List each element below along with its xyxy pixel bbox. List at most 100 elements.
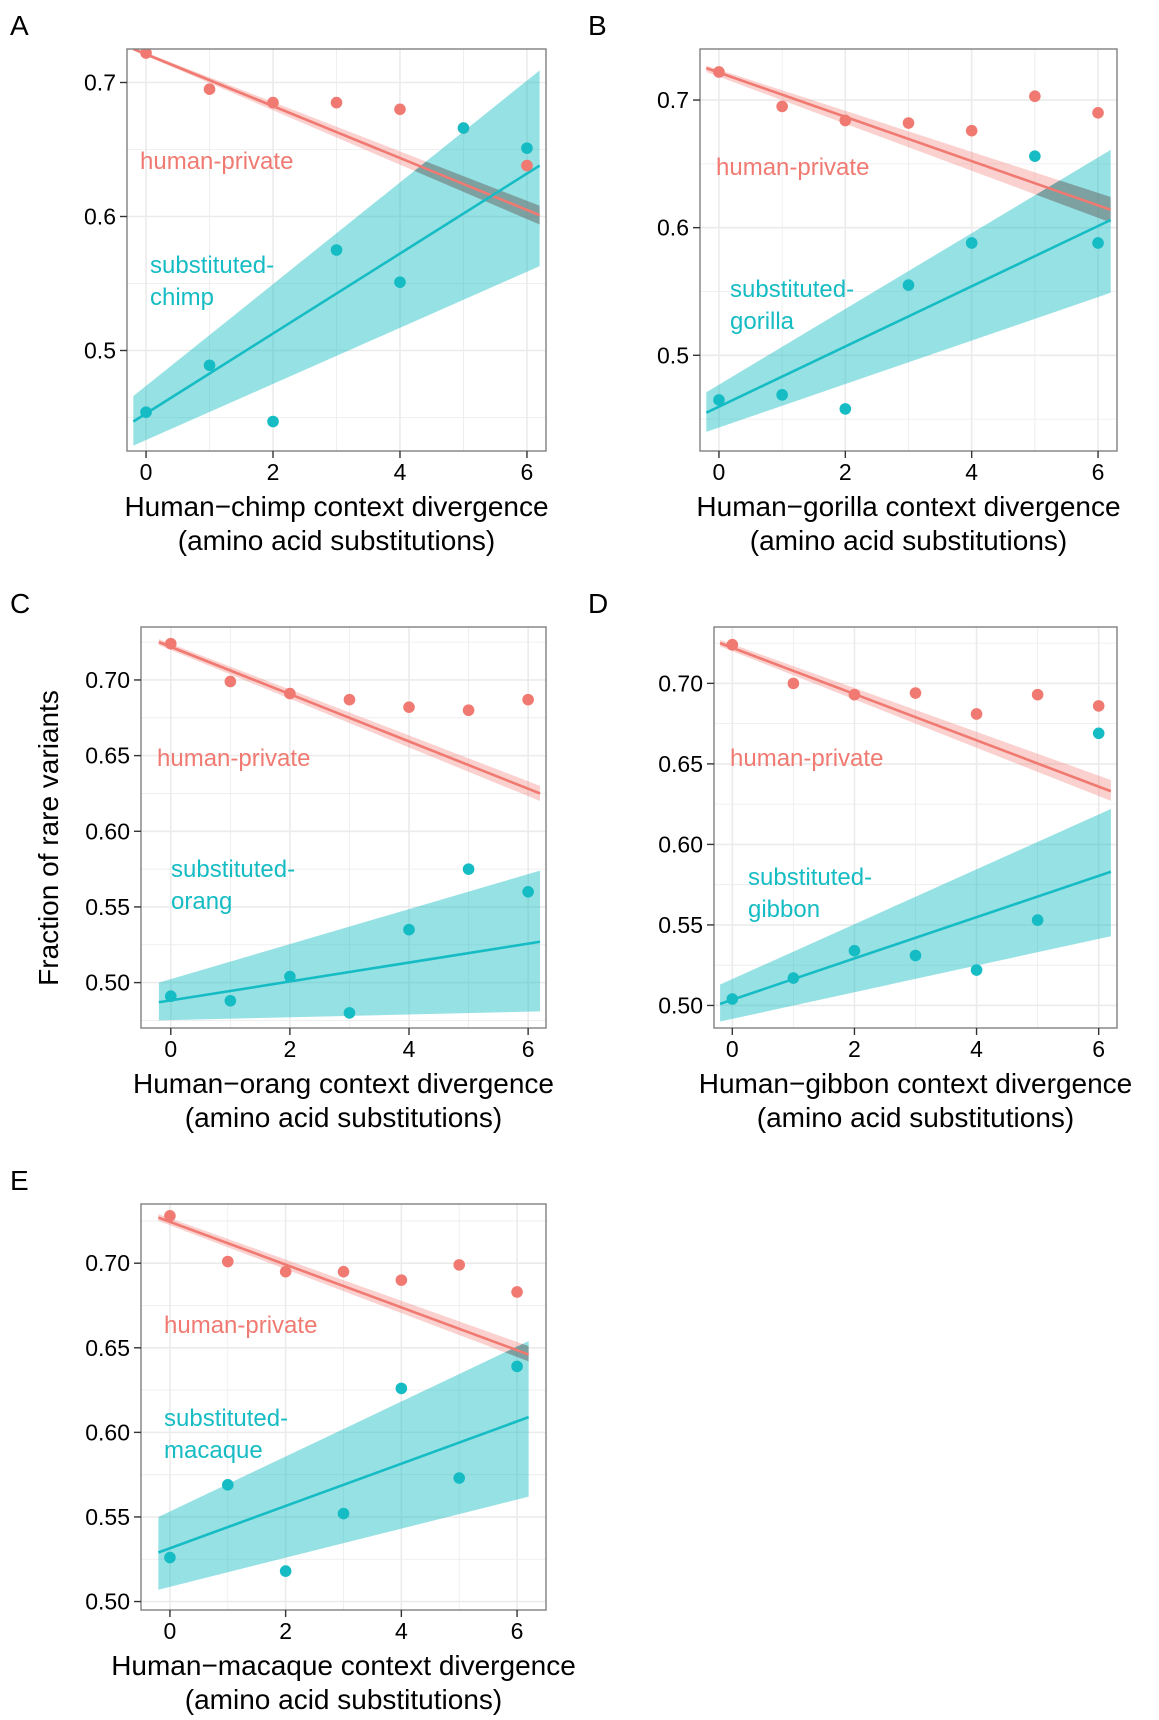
panel-e-substituted-macaque-annotation: substituted- <box>164 1405 288 1432</box>
panel-e-substituted-macaque-point <box>221 1479 234 1491</box>
panel-c-x-tick-label: 6 <box>522 1036 535 1062</box>
panel-a-substituted-chimp-annotation: chimp <box>150 284 214 311</box>
panel-d-x-axis-label: (amino acid substitutions) <box>757 1102 1074 1133</box>
panel-d-human-private-point <box>848 688 861 701</box>
panel-d-substituted-gibbon-point <box>970 964 983 976</box>
panel-e-y-tick-label: 0.50 <box>85 1589 130 1615</box>
panel-a-substituted-chimp-point <box>140 406 152 418</box>
panel-c-substituted-orang-fit-line <box>158 940 541 1004</box>
panel-c-x-tick-label: 0 <box>164 1036 177 1062</box>
panel-d-substituted-gibbon-point <box>1031 914 1044 926</box>
panel-a-substituted-chimp-point <box>521 142 533 154</box>
panel-d-human-private-point <box>1031 688 1044 701</box>
panel-d-y-tick-label: 0.65 <box>658 751 703 777</box>
panel-d: D 0.50 0.55 0.60 0.65 0.70 0 2 4 6 Human−gibbon co… <box>588 588 1133 1133</box>
panel-b-human-private-point <box>965 124 978 137</box>
panel-d-human-private-point <box>787 677 800 690</box>
panel-a-human-private-point <box>521 159 533 172</box>
panel-c-substituted-orang-point <box>462 863 475 875</box>
panel-e-x-axis-label: (amino acid substitutions) <box>185 1684 502 1715</box>
panel-e-x-tick-label: 0 <box>164 1618 177 1644</box>
panel-c-substituted-orang-confidence-band <box>158 870 541 1021</box>
panel-d-human-private-annotation: human-private <box>730 745 883 772</box>
panel-c-human-private-point <box>343 693 356 706</box>
panel-c-x-axis-label: (amino acid substitutions) <box>185 1102 502 1133</box>
panel-e-substituted-macaque-annotation: macaque <box>164 1437 263 1464</box>
panel-a: A 0.5 0.6 0.7 0 2 4 6 Human−chimp context diverg… <box>10 10 549 556</box>
panel-b-y-tick-label: 0.7 <box>657 87 689 113</box>
panel-b-x-axis-label: Human−gorilla context divergence <box>696 491 1120 522</box>
panel-c-y-tick-label: 0.50 <box>85 970 130 996</box>
panel-e-x-tick-label: 2 <box>279 1618 292 1644</box>
panel-b-substituted-gorilla-point <box>965 237 978 249</box>
panel-b-x-tick-label: 2 <box>839 459 852 485</box>
panel-e-human-private-point <box>511 1286 523 1298</box>
panel-c-human-private-point <box>522 693 534 706</box>
panel-b-human-private-point <box>839 114 852 127</box>
panel-d-substituted-gibbon-point <box>787 972 800 984</box>
panel-d-substituted-gibbon-confidence-band <box>720 808 1111 1022</box>
panel-e-substituted-macaque-point <box>511 1360 523 1373</box>
panel-e-y-tick-label: 0.60 <box>85 1419 130 1445</box>
panel-c-x-axis-label: Human−orang context divergence <box>133 1068 554 1099</box>
panel-a-human-private-annotation: human-private <box>140 148 293 175</box>
panel-d-human-private-point <box>970 708 983 720</box>
panel-e: E 0.50 0.55 0.60 0.65 0.70 0 2 4 6 Human−macaque c… <box>10 1165 576 1715</box>
panel-a-substituted-chimp-point <box>267 415 279 428</box>
panel-b-x-tick-label: 0 <box>713 459 726 485</box>
panel-c-substituted-orang-point <box>343 1007 356 1019</box>
panel-d-substituted-gibbon-fit-line <box>719 870 1112 1006</box>
panel-c-human-private-point <box>462 704 475 717</box>
panel-d-substituted-gibbon-point <box>848 944 861 957</box>
panel-a-x-tick-label: 6 <box>521 459 534 485</box>
panel-c-x-tick-label: 4 <box>403 1036 416 1062</box>
panel-d-x-tick-label: 4 <box>970 1036 983 1062</box>
panel-e-human-private-point <box>337 1265 350 1278</box>
panel-d-human-private-point <box>1092 700 1105 712</box>
panel-e-human-private-fit-line <box>157 1216 530 1356</box>
panel-e-human-private-point <box>453 1259 466 1271</box>
panel-c-substituted-orang-point <box>403 923 415 936</box>
panel-a-label: A <box>10 10 29 41</box>
panel-d-human-private-point <box>726 638 739 651</box>
panel-e-substituted-macaque-point <box>279 1565 292 1577</box>
panel-c-border <box>140 626 547 1029</box>
panel-e-y-tick-label: 0.65 <box>85 1335 130 1361</box>
panel-a-y-tick-label: 0.6 <box>84 204 116 230</box>
panel-c-y-tick-label: 0.70 <box>85 667 130 693</box>
panel-a-substituted-chimp-point <box>394 276 406 288</box>
panel-d-human-private-point <box>909 687 922 699</box>
panel-c-human-private-point <box>224 675 237 688</box>
y-axis-label: Fraction of rare variants <box>33 690 64 986</box>
panel-b-y-tick-label: 0.5 <box>657 342 689 368</box>
panel-a-substituted-chimp-point <box>330 244 343 256</box>
panel-a-substituted-chimp-confidence-band <box>133 70 540 446</box>
panel-e-x-tick-label: 6 <box>511 1618 524 1644</box>
panel-c-human-private-point <box>164 637 177 650</box>
panel-e-substituted-macaque-point <box>337 1507 350 1520</box>
panel-b-border <box>699 48 1118 452</box>
panel-a-y-tick-label: 0.7 <box>84 70 116 96</box>
panel-b-human-private-point <box>902 117 915 129</box>
panel-e-substituted-macaque-confidence-band <box>158 1341 529 1590</box>
panel-e-y-tick-label: 0.55 <box>85 1504 130 1530</box>
panel-d-substituted-gibbon-point <box>1092 727 1105 740</box>
panel-e-substituted-macaque-point <box>395 1382 408 1395</box>
panel-c-y-tick-label: 0.65 <box>85 743 130 769</box>
panel-d-substituted-gibbon-annotation: gibbon <box>748 896 820 923</box>
panel-c-substituted-orang-annotation: substituted- <box>171 856 295 883</box>
panel-d-label: D <box>588 588 608 619</box>
panel-d-substituted-gibbon-annotation: substituted- <box>748 864 872 891</box>
panel-c-substituted-orang-point <box>164 990 177 1003</box>
panel-d-y-tick-label: 0.70 <box>658 670 703 696</box>
panel-c-human-private-point <box>403 701 415 713</box>
panel-d-x-axis-label: Human−gibbon context divergence <box>699 1068 1133 1099</box>
panel-b-label: B <box>588 10 607 41</box>
panel-b-substituted-gorilla-point <box>902 279 915 291</box>
panel-c-human-private-point <box>284 687 296 700</box>
panel-e-substituted-macaque-point <box>164 1551 176 1564</box>
panel-a-human-private-point <box>394 103 406 116</box>
panel-a-human-private-point <box>330 96 343 109</box>
panel-b-human-private-point <box>776 100 788 113</box>
